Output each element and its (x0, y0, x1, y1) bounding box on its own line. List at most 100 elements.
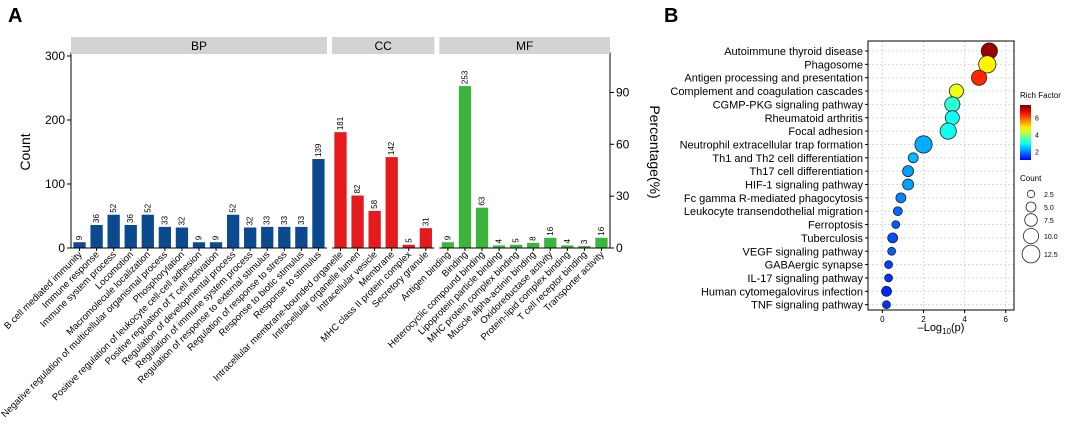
bar (312, 159, 325, 248)
bar (73, 242, 86, 248)
bar-value-label: 82 (353, 184, 362, 193)
bar-value-label: 139 (314, 143, 323, 157)
x-axis-label-prefix: –Log (918, 322, 942, 334)
pathway-point (895, 192, 907, 204)
pathway-label: Focal adhesion (788, 126, 863, 138)
bar (441, 242, 455, 248)
bar (209, 242, 223, 248)
size-legend-circle (1025, 201, 1037, 213)
pathway-point (939, 122, 957, 140)
pathway-label: Rheumatoid arthritis (765, 113, 864, 125)
bar (334, 132, 347, 248)
size-legend-title: Count (1020, 174, 1042, 183)
pathway-label: Antigen processing and presentation (684, 73, 863, 85)
bar-value-label: 9 (443, 235, 452, 240)
pathway-point (914, 135, 933, 154)
pathway-label: Autoimmune thyroid disease (724, 46, 863, 58)
bar-value-label: 63 (478, 196, 487, 205)
bar-value-label: 33 (280, 215, 289, 224)
pathway-label: Phagosome (804, 59, 863, 71)
y-tick-label-left: 300 (45, 49, 65, 63)
bar-value-label: 181 (336, 116, 345, 130)
pathway-label: Human cytomegalovirus infection (701, 286, 863, 298)
pathway-label: Th17 cell differentiation (749, 166, 863, 178)
y-tick-label-right: 0 (616, 241, 623, 255)
size-legend-label: 10.0 (1044, 234, 1058, 241)
bar-value-label: 36 (92, 214, 101, 223)
bar (175, 227, 189, 248)
bar-value-label: 9 (194, 235, 203, 240)
pathway-point (944, 96, 961, 113)
bar (385, 157, 398, 248)
bar (578, 246, 591, 248)
bar (295, 226, 308, 248)
pathway-label: Leukocyte transendothelial migration (684, 206, 863, 218)
pathway-point (884, 273, 893, 283)
bar-value-label: 58 (370, 199, 379, 208)
size-legend-circle (1026, 189, 1036, 199)
facet-label: CC (374, 39, 392, 53)
bar (141, 214, 154, 248)
bar (192, 242, 206, 248)
bar (368, 210, 381, 248)
size-legend-label: 2.5 (1044, 192, 1054, 199)
facet-strip (439, 37, 610, 54)
x-axis-label-sub: 10 (942, 327, 951, 336)
pathway-label: Neutrophil extracellular trap formation (680, 139, 863, 151)
pathway-point (892, 206, 903, 217)
pathway-point (971, 69, 988, 86)
pathway-label: Tuberculosis (801, 233, 863, 245)
bar (419, 228, 432, 248)
pathway-point (891, 220, 901, 229)
bar (278, 226, 291, 248)
bar-value-label: 4 (563, 238, 572, 243)
pathway-label: TNF signaling pathway (751, 300, 863, 312)
pathway-label: GABAergic synapse (765, 260, 863, 272)
bar (244, 227, 257, 248)
y-tick-label-left: 200 (45, 113, 65, 127)
pathway-label: Th1 and Th2 cell differentiation (712, 153, 863, 165)
bar (90, 224, 103, 248)
color-legend-bar (1020, 105, 1031, 160)
color-legend-tick: 2 (1035, 150, 1039, 157)
bar (402, 244, 415, 248)
plot-frame (867, 40, 1015, 311)
bar-value-label: 5 (512, 238, 521, 243)
bar-value-label: 33 (263, 215, 272, 224)
facet-strip (71, 37, 327, 54)
bar (561, 245, 574, 248)
bar-value-label: 5 (404, 238, 413, 243)
color-legend-tick: 6 (1035, 116, 1039, 123)
pathway-point (978, 55, 997, 74)
bar (124, 224, 137, 248)
bar (475, 207, 489, 248)
bar (107, 214, 120, 248)
pathway-label: VEGF signaling pathway (743, 246, 864, 258)
size-legend-circle (1023, 227, 1040, 244)
bar-value-label: 52 (229, 203, 238, 212)
y-tick-label-right: 90 (616, 85, 630, 99)
y-tick-label-right: 30 (616, 189, 630, 203)
color-legend-tick: 4 (1035, 133, 1039, 140)
bar-value-label: 9 (212, 235, 221, 240)
y-tick-label-left: 0 (58, 241, 65, 255)
bar (492, 245, 506, 248)
y-axis-label: Count (17, 133, 33, 170)
pathway-label: CGMP-PKG signaling pathway (713, 99, 864, 111)
size-legend-circle (1021, 244, 1041, 264)
panel-label-b: B (664, 5, 678, 27)
bar (158, 226, 171, 248)
facet-label: MF (516, 39, 533, 53)
pathway-label: Complement and coagulation cascades (670, 86, 863, 98)
bar-value-label: 36 (126, 214, 135, 223)
color-legend-title: Rich Factor (1020, 91, 1061, 100)
x-tick-label: 6 (1004, 315, 1009, 324)
bar-value-label: 253 (460, 70, 469, 84)
pathway-point (881, 285, 892, 297)
bar (261, 226, 274, 248)
bar-value-label: 33 (160, 215, 169, 224)
bar-value-label: 32 (246, 216, 255, 225)
facet-label: BP (191, 39, 207, 53)
size-legend-label: 7.5 (1044, 218, 1054, 225)
